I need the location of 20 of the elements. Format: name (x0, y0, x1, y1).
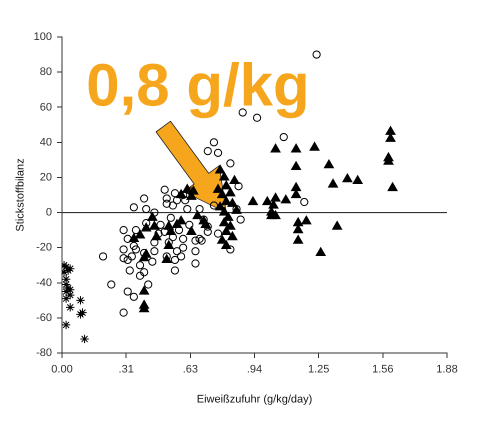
annotation: 0,8 g/kg (86, 52, 310, 119)
y-tick-label: 100 (34, 31, 52, 44)
x-tick-label: .31 (118, 364, 134, 376)
y-tick-label: 80 (40, 66, 52, 78)
y-tick-label: -20 (36, 242, 52, 254)
y-tick-label: 40 (40, 136, 52, 148)
x-tick-label: 1.88 (436, 364, 458, 376)
x-tick-label: .63 (182, 364, 198, 376)
y-tick-label: 60 (40, 101, 52, 114)
y-axis-title: Stickstoffbilanz (14, 158, 27, 232)
y-tick-label: -60 (36, 312, 52, 324)
x-tick-label: 1.25 (308, 364, 330, 376)
y-tick-label: -80 (36, 347, 52, 360)
y-tick-label: 0 (46, 206, 52, 219)
y-tick-label: -40 (36, 276, 52, 289)
y-tick-label: 20 (40, 171, 52, 184)
x-tick-label: 1.56 (372, 364, 394, 376)
x-tick-label: .94 (246, 364, 262, 376)
x-axis-title: Eiweißzufuhr (g/kg/day) (196, 393, 312, 406)
x-tick-label: 0.00 (51, 364, 73, 376)
